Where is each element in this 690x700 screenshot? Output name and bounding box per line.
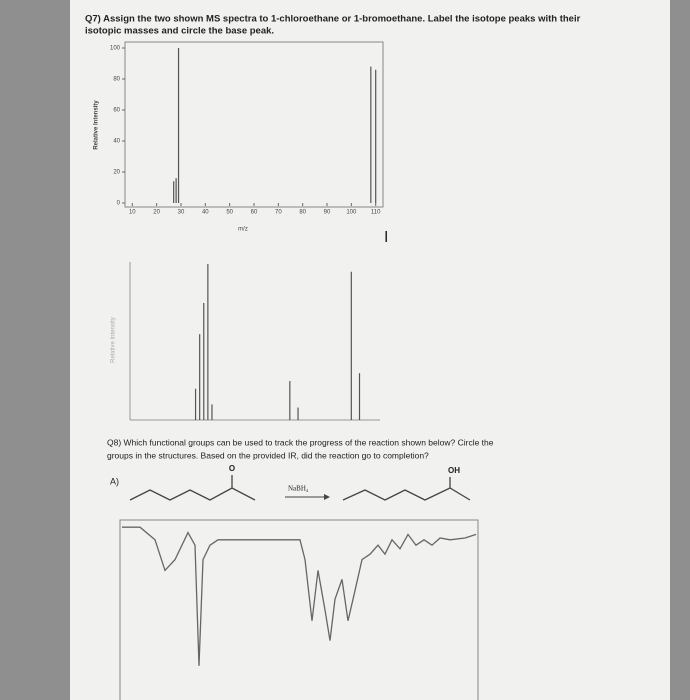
spectrum1-frame [124, 41, 384, 208]
cursor: I [384, 229, 388, 246]
ir-frame [119, 519, 479, 700]
x-tick-label: 80 [299, 210, 306, 216]
x-tick-label: 20 [153, 210, 160, 216]
q8-text: Q8) Which functional groups can be used … [107, 437, 494, 447]
y-axis-label: Relative Intensity [94, 100, 100, 150]
product-label: OH [448, 466, 460, 475]
x-tick-label: 100 [346, 210, 357, 216]
reagent: NaBH₄ [288, 485, 309, 493]
q7-text: isotopic masses and circle the base peak… [85, 26, 274, 37]
x-tick-label: 50 [226, 210, 233, 216]
x-tick-label: 40 [202, 210, 209, 216]
ir-trace [122, 526, 477, 666]
q8-text: groups in the structures. Based on the p… [107, 450, 429, 460]
q7-text: Q7) Assign the two shown MS spectra to 1… [85, 14, 581, 25]
y-tick-label: 40 [113, 139, 120, 145]
x-tick-label: 10 [129, 210, 136, 216]
y-tick-label: 80 [113, 77, 120, 83]
x-tick-label: 30 [178, 210, 185, 216]
x-tick-label: 110 [371, 210, 381, 216]
x-tick-label: 90 [324, 210, 331, 216]
arrowhead [324, 494, 330, 500]
x-tick-label: 70 [275, 210, 282, 216]
y-tick-label: 60 [113, 108, 120, 114]
y-tick-label: 100 [110, 46, 121, 52]
x-tick-label: 60 [251, 210, 258, 216]
reactant-label: O [229, 464, 235, 473]
y-tick-label: 20 [113, 170, 120, 176]
y-axis-label: Relative Intensity [111, 317, 117, 363]
part-label: A) [110, 476, 119, 486]
x-axis-label: m/z [238, 227, 248, 233]
paper [70, 0, 670, 700]
y-tick-label: 0 [117, 201, 121, 207]
